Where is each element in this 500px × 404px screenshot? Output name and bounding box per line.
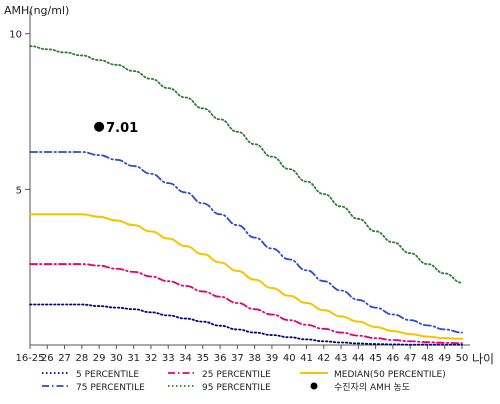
legend-label-2: 75 PERCENTILE xyxy=(76,383,145,393)
x-tick-label: 30 xyxy=(110,353,123,364)
x-tick-label: 50 xyxy=(456,353,469,364)
x-tick-label: 47 xyxy=(404,353,417,364)
x-tick-label: 35 xyxy=(196,353,209,364)
x-tick-label: 40 xyxy=(283,353,296,364)
legend-label-4: MEDIAN(50 PERCENTILE) xyxy=(334,370,446,380)
x-tick-label: 32 xyxy=(145,353,158,364)
x-tick-label: 45 xyxy=(369,353,382,364)
x-tick-label: 44 xyxy=(352,353,365,364)
x-tick-label: 27 xyxy=(58,353,71,364)
legend-label-1: 25 PERCENTILE xyxy=(202,370,271,380)
x-tick-label: 43 xyxy=(335,353,348,364)
x-tick-label: 34 xyxy=(179,353,192,364)
x-tick-label: 36 xyxy=(214,353,227,364)
legend-marker-swatch xyxy=(310,382,318,390)
y-tick-label: 5 xyxy=(16,185,22,196)
x-tick-label: 26 xyxy=(41,353,54,364)
series-line-1 xyxy=(29,263,463,345)
x-tick-label: 37 xyxy=(231,353,244,364)
x-tick-label: 29 xyxy=(93,353,106,364)
series-layer xyxy=(29,45,463,346)
series-line-3 xyxy=(29,45,463,284)
x-tick-label: 33 xyxy=(162,353,175,364)
x-tick-label: 49 xyxy=(438,353,451,364)
x-tick-label: 16-25 xyxy=(15,353,44,364)
y-axis-title: AMH(ng/ml) xyxy=(4,4,69,17)
x-tick-label: 46 xyxy=(387,353,400,364)
x-axis-title: 나이 xyxy=(472,352,494,366)
legend-label-0: 5 PERCENTILE xyxy=(76,370,139,380)
legend-marker-label: 수진자의 AMH 농도 xyxy=(334,382,410,393)
x-tick-label: 38 xyxy=(248,353,261,364)
x-tick-label: 31 xyxy=(127,353,140,364)
marker-layer: 7.01 xyxy=(94,121,138,136)
legend-layer: 5 PERCENTILE 25 PERCENTILE MEDIAN(50 PERCE… xyxy=(42,370,446,393)
x-tick-label: 48 xyxy=(421,353,434,364)
series-line-0 xyxy=(29,303,463,346)
x-tick-label: 28 xyxy=(75,353,88,364)
patient-marker-point xyxy=(94,121,105,132)
x-tick-label: 42 xyxy=(317,353,330,364)
x-tick-label: 41 xyxy=(300,353,313,364)
series-line-4 xyxy=(29,213,463,340)
y-tick-label: 10 xyxy=(9,30,22,41)
x-tick-label: 39 xyxy=(266,353,279,364)
legend-label-3: 95 PERCENTILE xyxy=(202,383,271,393)
patient-marker-label: 7.01 xyxy=(106,121,138,136)
series-line-2 xyxy=(29,151,463,334)
